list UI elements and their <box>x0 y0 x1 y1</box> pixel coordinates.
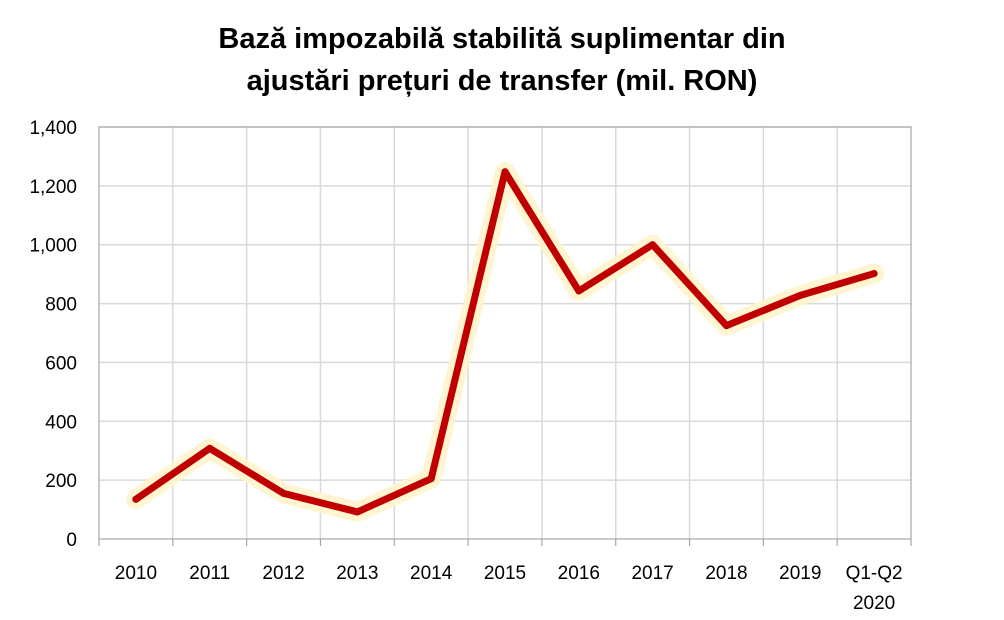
chart-title-line-1: Bază impozabilă stabilită suplimentar di… <box>218 23 786 55</box>
y-tick-label: 1,200 <box>29 177 77 198</box>
x-tick-label: 2017 <box>631 563 673 584</box>
y-tick-label: 600 <box>45 353 77 374</box>
x-tick-label: Q1-Q2 <box>846 563 903 584</box>
data-point <box>206 444 214 452</box>
y-tick-label: 400 <box>45 412 77 433</box>
x-tick-label: 2019 <box>779 563 821 584</box>
data-point <box>649 241 657 249</box>
data-point <box>722 322 730 330</box>
x-tick-label: 2012 <box>262 563 304 584</box>
plot-area-border <box>98 126 912 540</box>
x-tick-label: 2020 <box>853 593 895 614</box>
data-point <box>796 291 804 299</box>
x-tick-label: 2010 <box>115 563 157 584</box>
x-tick-label: 2013 <box>336 563 378 584</box>
x-tick-label: 2018 <box>705 563 747 584</box>
y-tick-label: 800 <box>45 295 77 316</box>
data-point <box>132 495 140 503</box>
y-tick-label: 1,400 <box>29 118 77 139</box>
data-point <box>427 475 435 483</box>
x-tick-label: 2011 <box>189 563 230 584</box>
y-tick-label: 0 <box>66 530 77 551</box>
x-tick-label: 2016 <box>558 563 600 584</box>
x-tick-label: 2014 <box>410 563 453 584</box>
y-tick-label: 1,000 <box>29 236 77 257</box>
data-point <box>501 168 509 176</box>
chart-title-line-2: ajustări prețuri de transfer (mil. RON) <box>246 65 758 97</box>
data-point <box>870 270 878 278</box>
y-tick-label: 200 <box>45 471 77 492</box>
chart-title: Bază impozabilă stabilită suplimentar di… <box>0 18 1004 102</box>
data-point <box>575 287 583 295</box>
x-tick-label: 2015 <box>484 563 526 584</box>
data-point <box>280 489 288 497</box>
data-point <box>353 508 361 516</box>
